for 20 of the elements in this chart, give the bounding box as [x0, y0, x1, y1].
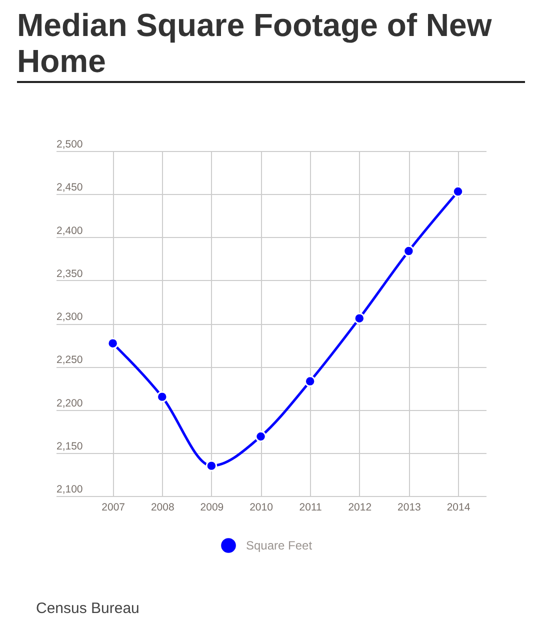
x-tick-label: 2013	[398, 502, 422, 514]
y-tick-label: 2,100	[56, 484, 83, 496]
x-tick-label: 2012	[348, 502, 372, 514]
x-tick-label: 2008	[150, 502, 174, 514]
y-tick-label: 2,500	[56, 138, 83, 150]
chart-title: Median Square Footage of New Home	[17, 7, 493, 79]
x-tick-label: 2011	[299, 502, 322, 514]
y-tick-label: 2,400	[56, 224, 83, 237]
text: Census Bureau	[36, 600, 140, 618]
y-tick-label: 2,300	[56, 311, 83, 323]
y-tick-label: 2,250	[56, 354, 83, 366]
x-tick-label: 2009	[200, 502, 224, 514]
y-tick-label: 2,350	[56, 268, 83, 280]
y-tick-label: 2,450	[56, 182, 83, 194]
y-tick-label: 2,200	[56, 397, 83, 410]
legend-label: Square Feet	[246, 538, 313, 552]
x-tick-label: 2014	[446, 502, 470, 514]
x-tick-label: 2010	[250, 502, 274, 514]
x-tick-label: 2007	[102, 502, 126, 514]
y-tick-label: 2,150	[56, 440, 83, 452]
